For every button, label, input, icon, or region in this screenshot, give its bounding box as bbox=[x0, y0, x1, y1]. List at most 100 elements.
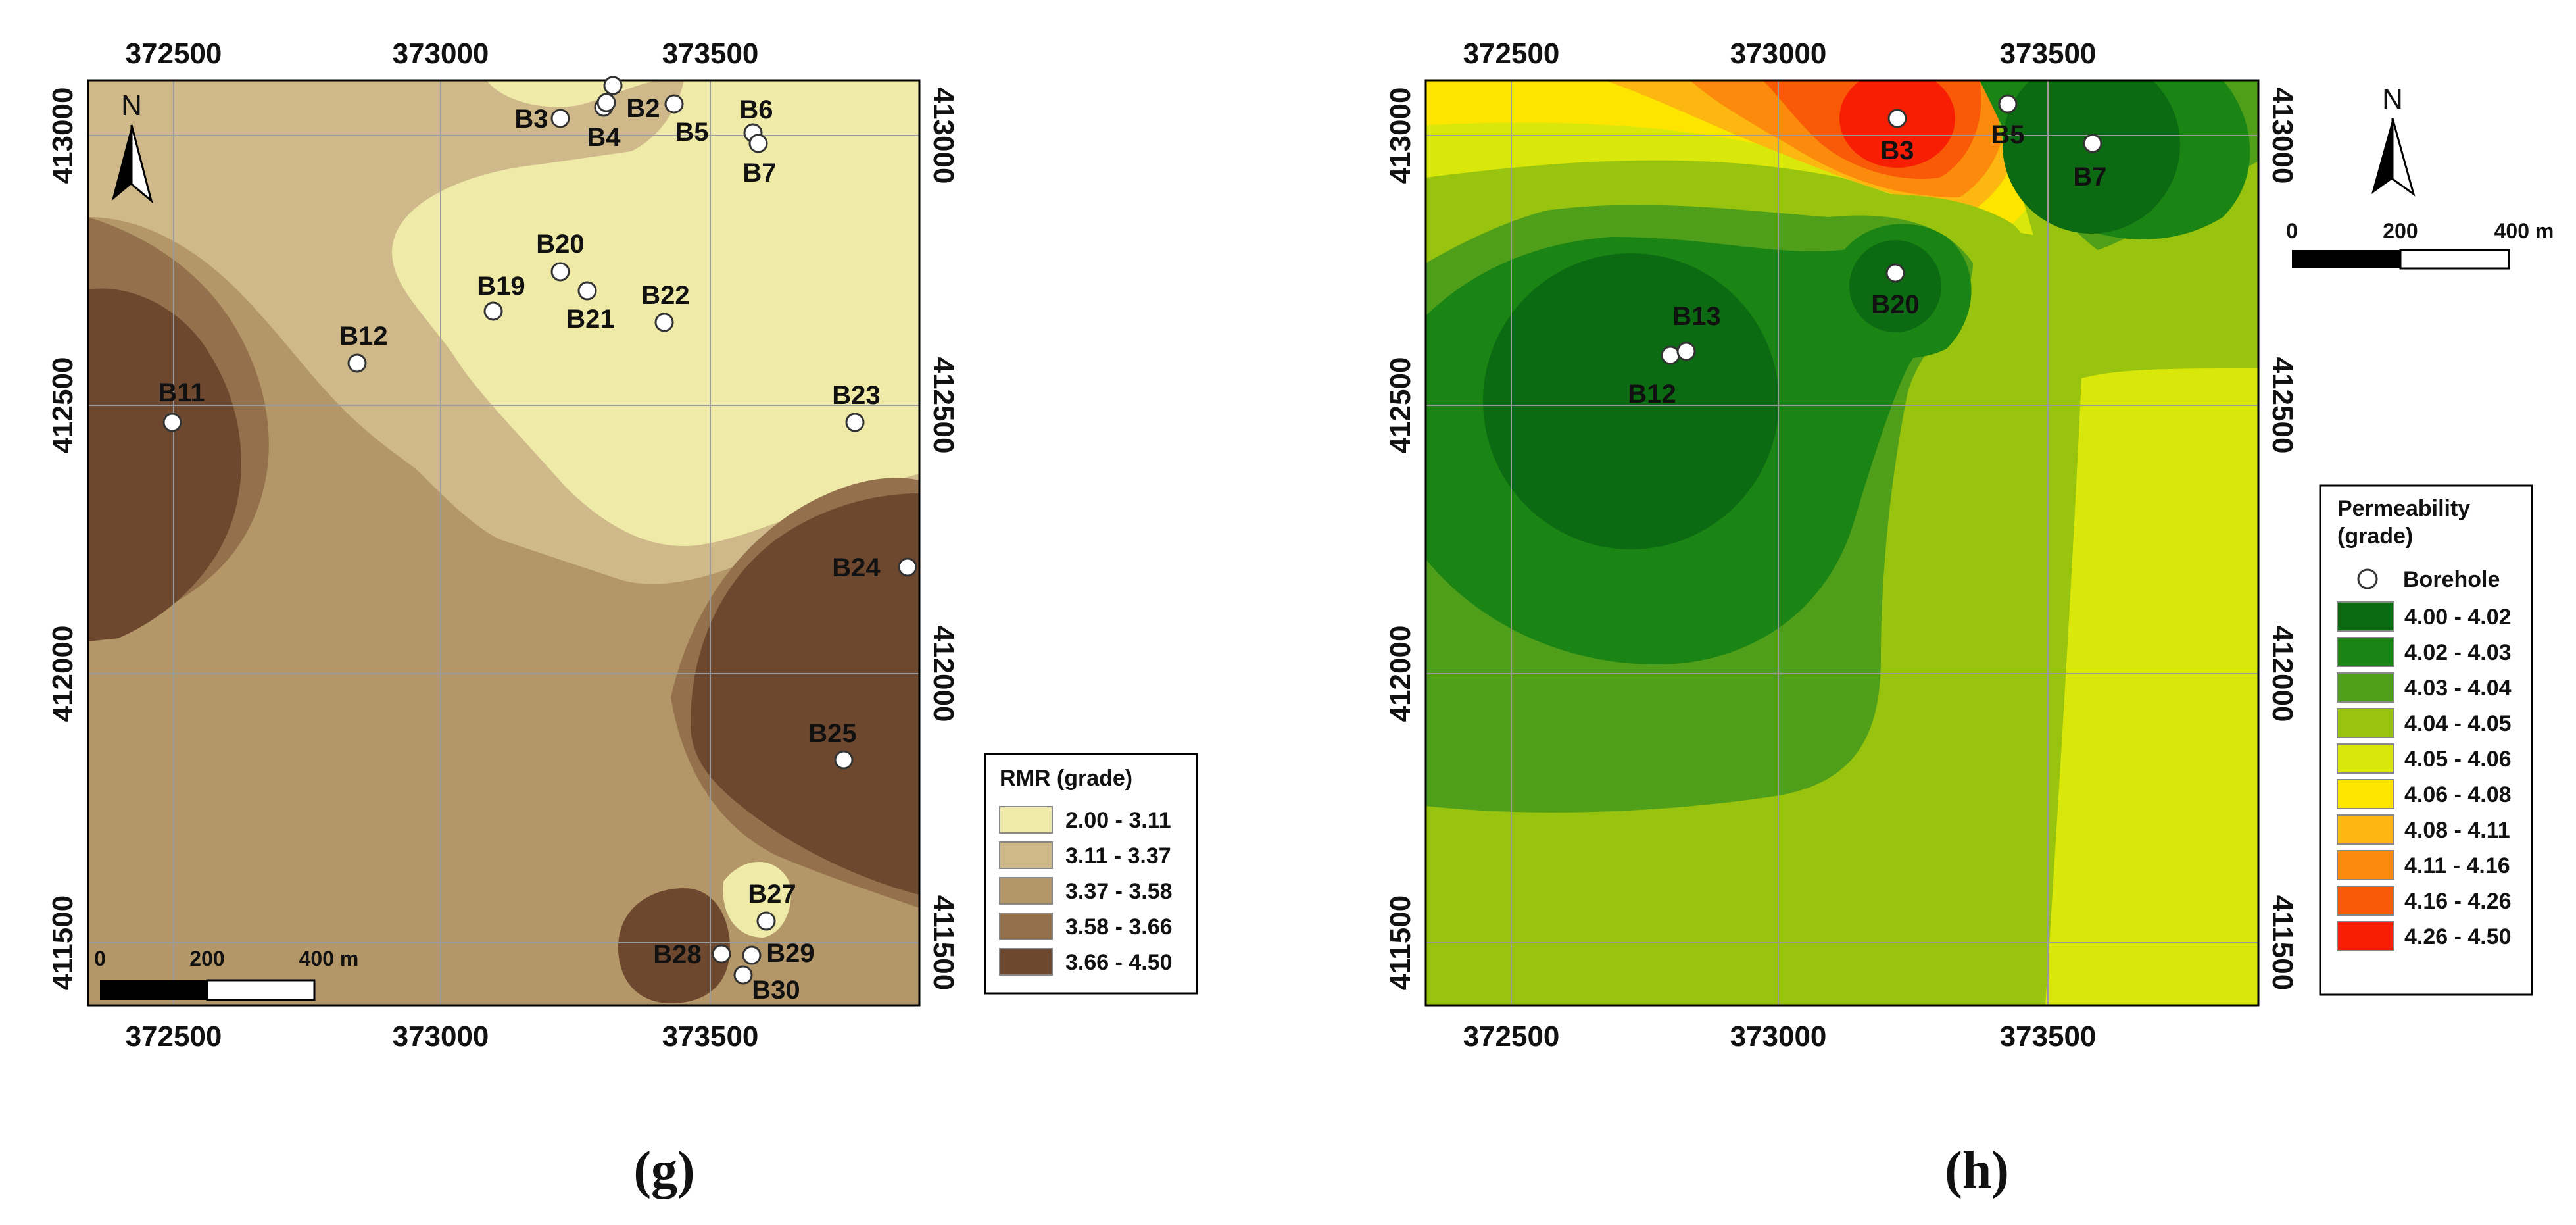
legend-item: 3.37 - 3.58 bbox=[999, 877, 1173, 905]
svg-text:B12: B12 bbox=[339, 322, 387, 351]
svg-text:B28: B28 bbox=[653, 940, 701, 969]
scale-label: 400 m bbox=[2494, 219, 2554, 243]
legend-item: 4.08 - 4.11 bbox=[2337, 814, 2510, 845]
rmr-zone-3.58-3.66-inner bbox=[197, 574, 434, 654]
svg-text:B13: B13 bbox=[1672, 302, 1720, 331]
svg-text:B23: B23 bbox=[832, 381, 880, 410]
borehole-marker: B22 bbox=[641, 281, 690, 332]
svg-text:3.11 - 3.37: 3.11 - 3.37 bbox=[1065, 843, 1171, 868]
svg-text:B27: B27 bbox=[748, 880, 796, 909]
x-tick: 373000 bbox=[1730, 38, 1827, 70]
svg-text:3.66 - 4.50: 3.66 - 4.50 bbox=[1065, 950, 1173, 975]
perm-zone-4.00-4.02-ne bbox=[2003, 80, 2180, 234]
svg-text:B29: B29 bbox=[766, 939, 814, 968]
rmr-legend: RMR (grade) 2.00 - 3.11 3.11 - 3.37 3.37… bbox=[984, 753, 1198, 995]
rmr-zone-3.37-3.58 bbox=[88, 217, 919, 1005]
scale-label: 0 bbox=[2286, 219, 2298, 243]
x-tick: 372500 bbox=[126, 38, 222, 70]
x-tick: 372500 bbox=[126, 1020, 222, 1053]
legend-item: 4.26 - 4.50 bbox=[2337, 921, 2512, 951]
x-tick: 372500 bbox=[1463, 1020, 1560, 1053]
legend-item: 2.00 - 3.11 bbox=[999, 806, 1171, 834]
svg-text:2.00 - 3.11: 2.00 - 3.11 bbox=[1065, 808, 1171, 833]
borehole-marker: B5 bbox=[1991, 94, 2025, 149]
perm-zone-4.00-4.02-west bbox=[1483, 253, 1779, 549]
svg-text:4.16 - 4.26: 4.16 - 4.26 bbox=[2404, 889, 2512, 914]
permeability-legend: Permeability (grade) Borehole 4.00 - 4.0… bbox=[2319, 484, 2533, 996]
rmr-boreholes: B3 B4 B2 B5 B6 B7 B11 B12 B19 B20 B21 B2… bbox=[158, 76, 917, 1005]
x-tick: 373500 bbox=[2000, 1020, 2097, 1053]
borehole-marker: B21 bbox=[566, 281, 615, 334]
borehole-marker bbox=[603, 76, 623, 95]
svg-text:B5: B5 bbox=[675, 118, 708, 147]
x-tick: 373500 bbox=[662, 38, 759, 70]
svg-text:4.00 - 4.02: 4.00 - 4.02 bbox=[2404, 605, 2512, 630]
perm-scale-bar: 0 200 400 m bbox=[2286, 219, 2554, 270]
rmr-x-ticks-top: 372500 373000 373500 bbox=[126, 38, 759, 70]
borehole-marker: B24 bbox=[832, 553, 917, 582]
y-tick: 413000 bbox=[927, 88, 960, 184]
borehole-marker: B12 bbox=[1628, 345, 1680, 409]
svg-text:B12: B12 bbox=[1628, 380, 1676, 409]
y-tick: 412500 bbox=[2266, 357, 2298, 454]
rmr-x-ticks-bottom: 372500 373000 373500 bbox=[126, 1020, 759, 1053]
borehole-marker: B20 bbox=[1871, 263, 1920, 319]
legend-item: 3.66 - 4.50 bbox=[999, 948, 1173, 976]
y-tick: 412000 bbox=[927, 626, 960, 722]
x-tick: 373000 bbox=[393, 1020, 489, 1053]
x-tick: 372500 bbox=[1463, 38, 1560, 70]
svg-text:B3: B3 bbox=[514, 105, 548, 134]
perm-zone-4.05-4.06-east bbox=[2045, 368, 2258, 1005]
perm-y-ticks-left: 413000 412500 412000 411500 bbox=[1384, 88, 1417, 991]
legend-item: 4.05 - 4.06 bbox=[2337, 743, 2512, 774]
permeability-map-frame bbox=[1426, 80, 2258, 1005]
north-arrow-icon: N bbox=[112, 89, 153, 204]
svg-text:4.06 - 4.08: 4.06 - 4.08 bbox=[2404, 782, 2512, 807]
svg-text:4.08 - 4.11: 4.08 - 4.11 bbox=[2404, 818, 2510, 843]
panel-letter: (h) bbox=[1945, 1141, 2009, 1199]
y-tick: 412000 bbox=[47, 626, 79, 722]
svg-text:4.02 - 4.03: 4.02 - 4.03 bbox=[2404, 640, 2512, 665]
svg-text:4.05 - 4.06: 4.05 - 4.06 bbox=[2404, 747, 2512, 772]
svg-text:4.03 - 4.04: 4.03 - 4.04 bbox=[2404, 676, 2512, 701]
rmr-gridlines bbox=[88, 80, 919, 1005]
perm-x-ticks-top: 372500 373000 373500 bbox=[1463, 38, 2097, 70]
rmr-map-panel: 372500 373000 373500 372500 373000 37350… bbox=[47, 38, 1198, 1199]
svg-text:B20: B20 bbox=[536, 230, 584, 259]
borehole-marker: B11 bbox=[158, 378, 205, 432]
perm-zone-4.00-4.02-center bbox=[1849, 240, 1941, 332]
svg-text:B11: B11 bbox=[158, 378, 205, 407]
svg-text:B5: B5 bbox=[1991, 120, 2024, 149]
svg-text:B3: B3 bbox=[1880, 136, 1914, 165]
x-tick: 373000 bbox=[1730, 1020, 1827, 1053]
rmr-zone-3.66-4.50-west bbox=[88, 288, 241, 641]
legend-item: 4.06 - 4.08 bbox=[2337, 779, 2512, 809]
scale-label: 200 bbox=[189, 947, 224, 970]
legend-item: 3.58 - 3.66 bbox=[999, 913, 1173, 940]
borehole-marker: B27 bbox=[748, 880, 796, 931]
svg-text:B20: B20 bbox=[1871, 290, 1919, 319]
borehole-marker: B20 bbox=[536, 230, 585, 282]
borehole-marker: B3 bbox=[514, 105, 570, 134]
legend-item: 3.11 - 3.37 bbox=[999, 841, 1171, 869]
legend-item: 4.00 - 4.02 bbox=[2337, 601, 2512, 632]
legend-title: RMR (grade) bbox=[1000, 766, 1132, 791]
borehole-marker: B3 bbox=[1880, 109, 1914, 165]
legend-item: 4.03 - 4.04 bbox=[2337, 672, 2512, 703]
svg-text:B24: B24 bbox=[832, 553, 881, 582]
legend-item: 4.16 - 4.26 bbox=[2337, 886, 2512, 916]
borehole-marker: B13 bbox=[1672, 302, 1721, 361]
y-tick: 412000 bbox=[1384, 626, 1417, 722]
y-tick: 413000 bbox=[1384, 88, 1417, 184]
legend-title: Permeability bbox=[2337, 496, 2470, 521]
y-tick: 411500 bbox=[47, 895, 79, 990]
borehole-marker: B2 bbox=[596, 93, 660, 123]
scale-label: 0 bbox=[94, 947, 106, 970]
svg-text:N: N bbox=[2382, 83, 2403, 115]
perm-boreholes: B3 B5 B7 B20 B12 B13 bbox=[1628, 94, 2107, 409]
svg-text:4.26 - 4.50: 4.26 - 4.50 bbox=[2404, 924, 2512, 949]
x-tick: 373500 bbox=[2000, 38, 2097, 70]
svg-text:B4: B4 bbox=[587, 123, 621, 152]
y-tick: 412500 bbox=[927, 357, 960, 454]
rmr-scale-bar: 0 200 400 m bbox=[94, 947, 358, 1001]
